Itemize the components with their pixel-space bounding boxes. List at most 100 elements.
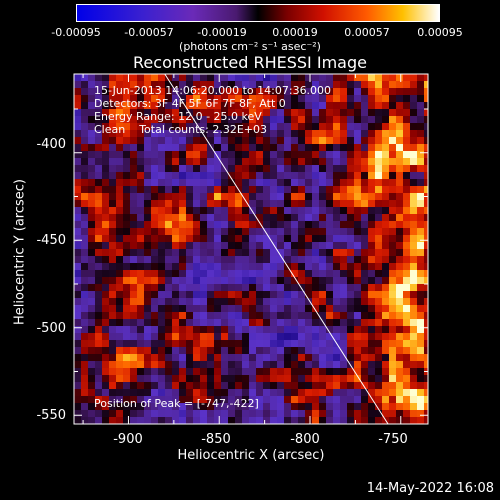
heatmap-cell <box>263 123 270 130</box>
heatmap-cell <box>291 214 298 221</box>
heatmap-cell <box>347 130 354 137</box>
heatmap-cell <box>235 102 242 109</box>
heatmap-cell <box>347 179 354 186</box>
heatmap-cell <box>270 165 277 172</box>
heatmap-cell <box>291 186 298 193</box>
heatmap-cell <box>396 305 403 312</box>
heatmap-cell <box>410 410 417 417</box>
heatmap-cell <box>81 151 88 158</box>
heatmap-cell <box>340 319 347 326</box>
heatmap-cell <box>417 179 424 186</box>
heatmap-cell <box>284 410 291 417</box>
heatmap-cell <box>424 242 428 249</box>
heatmap-cell <box>221 368 228 375</box>
heatmap-cell <box>172 277 179 284</box>
heatmap-cell <box>172 200 179 207</box>
heatmap-cell <box>158 242 165 249</box>
heatmap-cell <box>270 200 277 207</box>
heatmap-cell <box>95 347 102 354</box>
heatmap-cell <box>186 228 193 235</box>
heatmap-cell <box>263 102 270 109</box>
colorbar-tick: -0.00095 <box>51 26 101 39</box>
heatmap-cell <box>179 354 186 361</box>
heatmap-cell <box>207 172 214 179</box>
heatmap-cell <box>340 333 347 340</box>
heatmap-cell <box>200 319 207 326</box>
heatmap-cell <box>151 74 158 81</box>
heatmap-cell <box>298 228 305 235</box>
heatmap-cell <box>193 298 200 305</box>
heatmap-cell <box>354 347 361 354</box>
heatmap-cell <box>221 403 228 410</box>
heatmap-cell <box>340 389 347 396</box>
heatmap-cell <box>256 284 263 291</box>
heatmap-cell <box>375 165 382 172</box>
heatmap-cell <box>207 165 214 172</box>
heatmap-cell <box>403 312 410 319</box>
heatmap-cell <box>249 165 256 172</box>
heatmap-cell <box>312 333 319 340</box>
heatmap-cell <box>333 382 340 389</box>
heatmap-cell <box>368 305 375 312</box>
heatmap-cell <box>417 81 424 88</box>
heatmap-cell <box>284 137 291 144</box>
heatmap-cell <box>130 235 137 242</box>
heatmap-cell <box>256 382 263 389</box>
heatmap-cell <box>347 95 354 102</box>
heatmap-cell <box>81 235 88 242</box>
heatmap-cell <box>214 347 221 354</box>
heatmap-cell <box>74 221 81 228</box>
heatmap-cell <box>88 319 95 326</box>
heatmap-cell <box>291 403 298 410</box>
heatmap-cell <box>277 81 284 88</box>
heatmap-cell <box>116 368 123 375</box>
heatmap-cell <box>333 333 340 340</box>
heatmap-cell <box>347 242 354 249</box>
heatmap-cell <box>277 270 284 277</box>
heatmap-cell <box>347 74 354 81</box>
heatmap-cell <box>130 277 137 284</box>
heatmap-cell <box>144 172 151 179</box>
heatmap-cell <box>74 137 81 144</box>
heatmap-cell <box>340 214 347 221</box>
heatmap-cell <box>368 242 375 249</box>
heatmap-cell <box>389 137 396 144</box>
heatmap-cell <box>389 172 396 179</box>
heatmap-cell <box>256 263 263 270</box>
heatmap-cell <box>368 298 375 305</box>
heatmap-cell <box>109 116 116 123</box>
heatmap-cell <box>389 102 396 109</box>
heatmap-cell <box>312 130 319 137</box>
heatmap-cell <box>382 200 389 207</box>
heatmap-cell <box>207 144 214 151</box>
heatmap-cell <box>193 256 200 263</box>
heatmap-cell <box>81 298 88 305</box>
heatmap-cell <box>298 207 305 214</box>
heatmap-cell <box>207 361 214 368</box>
heatmap-cell <box>424 396 428 403</box>
heatmap-cell <box>249 151 256 158</box>
heatmap-cell <box>354 417 361 424</box>
heatmap-cell <box>88 382 95 389</box>
heatmap-cell <box>137 375 144 382</box>
heatmap-cell <box>319 326 326 333</box>
heatmap-cell <box>284 88 291 95</box>
heatmap-cell <box>137 319 144 326</box>
heatmap-cell <box>95 130 102 137</box>
heatmap-cell <box>193 158 200 165</box>
heatmap-cell <box>403 382 410 389</box>
heatmap-cell <box>102 144 109 151</box>
heatmap-cell <box>214 81 221 88</box>
heatmap-cell <box>284 242 291 249</box>
heatmap-cell <box>382 333 389 340</box>
heatmap-cell <box>109 382 116 389</box>
heatmap-cell <box>109 193 116 200</box>
heatmap-cell <box>95 81 102 88</box>
heatmap-cell <box>109 410 116 417</box>
heatmap-cell <box>417 200 424 207</box>
heatmap-cell <box>172 144 179 151</box>
heatmap-cell <box>165 130 172 137</box>
heatmap-cell <box>417 144 424 151</box>
heatmap-cell <box>424 200 428 207</box>
heatmap-cell <box>417 319 424 326</box>
